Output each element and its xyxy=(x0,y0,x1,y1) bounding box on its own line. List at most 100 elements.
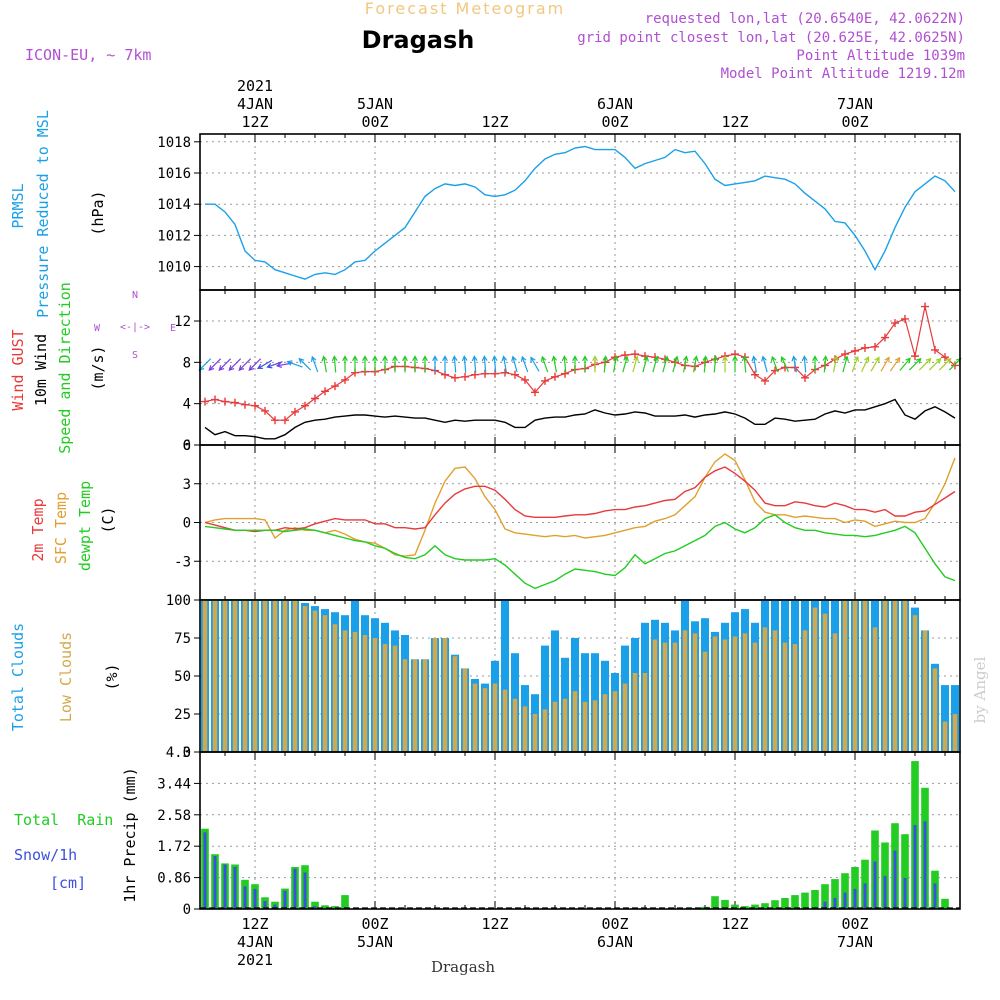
wind-direction-arrow xyxy=(928,357,942,371)
low-clouds-bar xyxy=(262,600,268,752)
chart-supertitle: Forecast Meteogram xyxy=(365,0,565,18)
wind-direction-arrow xyxy=(592,355,598,373)
snow-bar xyxy=(903,878,907,909)
rain-bar xyxy=(801,892,809,909)
y-tick-label: -3 xyxy=(174,554,191,570)
gust-point xyxy=(881,333,889,342)
wind-direction-arrow xyxy=(812,355,818,373)
wind-direction-arrow xyxy=(732,355,738,373)
y-tick-label: 2.58 xyxy=(157,808,191,824)
gust-point xyxy=(901,314,909,323)
wind-direction-arrow xyxy=(632,355,639,373)
wind-direction-arrow xyxy=(218,358,232,372)
low-clouds-bar xyxy=(512,698,518,752)
gust-point xyxy=(331,382,339,391)
gust-point xyxy=(291,407,299,416)
bottom-time-label: 00Z xyxy=(841,915,868,933)
low-clouds-bar xyxy=(502,689,508,752)
t2m-line xyxy=(204,466,956,533)
low-clouds-bar xyxy=(952,714,958,752)
y-tick-label: 0.86 xyxy=(157,871,191,887)
gust-point xyxy=(631,350,639,359)
gust-point xyxy=(211,395,219,404)
low-clouds-bar xyxy=(222,600,228,752)
wind-direction-arrow xyxy=(501,355,508,373)
snow-bar xyxy=(913,825,917,909)
wind-speed-line xyxy=(204,398,956,440)
y-tick-label: 25 xyxy=(174,707,191,723)
y-tick-label: 1010 xyxy=(157,260,191,276)
snow-bar xyxy=(893,850,897,909)
top-time-label: 00Z xyxy=(361,113,388,131)
gust-point xyxy=(611,353,619,362)
low-clouds-bar xyxy=(792,644,798,752)
gust-point xyxy=(201,397,209,406)
bottom-time-label: 00Z xyxy=(601,915,628,933)
gust-point xyxy=(521,375,529,384)
low-clouds-bar xyxy=(412,659,418,752)
gust-point xyxy=(531,388,539,397)
wind-direction-arrow xyxy=(298,357,312,371)
gust-point xyxy=(851,346,859,355)
low-clouds-bar xyxy=(822,613,828,752)
snow-bar xyxy=(863,883,867,909)
bottom-time-label: 4JAN xyxy=(237,933,273,951)
low-clouds-bar xyxy=(332,624,338,752)
total-clouds-bar xyxy=(551,630,559,752)
wind-direction-arrow xyxy=(198,358,212,372)
low-clouds-bar xyxy=(682,630,688,752)
wind-direction-arrow xyxy=(832,355,839,373)
gust-point xyxy=(231,398,239,407)
wind-label: 10m Wind xyxy=(32,334,50,406)
wind-direction-arrow xyxy=(662,355,669,373)
wind-direction-arrow xyxy=(402,355,408,373)
snow-bar xyxy=(223,864,227,909)
wind-direction-arrow xyxy=(491,355,498,373)
snow-bar xyxy=(253,888,257,909)
rain-bar xyxy=(321,905,329,909)
gust-point xyxy=(761,376,769,385)
y-tick-label: 1016 xyxy=(157,166,191,182)
wind-direction-arrow xyxy=(372,355,378,373)
wind-direction-arrow xyxy=(682,355,689,373)
low-clouds-bar xyxy=(362,635,368,752)
wind-direction-arrow xyxy=(511,355,518,373)
rain-bar xyxy=(341,895,349,909)
low-clouds-bar xyxy=(662,642,668,752)
pressure-ylabel: (hPa) xyxy=(89,190,107,235)
low-clouds-bar xyxy=(422,659,428,752)
gust-line xyxy=(204,306,956,421)
low-clouds-bar xyxy=(492,683,498,752)
snow-unit-label: [cm] xyxy=(50,874,86,892)
low-clouds-bar xyxy=(522,706,528,752)
low-clouds-bar xyxy=(852,600,858,752)
rain-bar xyxy=(821,884,829,909)
gust-point xyxy=(891,319,899,328)
wind-direction-arrow xyxy=(622,355,629,373)
rain-bar xyxy=(711,896,719,909)
wind-direction-arrow xyxy=(761,355,768,373)
gust-point xyxy=(261,406,269,415)
gust-point xyxy=(461,372,469,381)
y-tick-label: 4.3 xyxy=(166,745,191,761)
compass-arrows: <-|-> xyxy=(120,322,150,333)
rain-bar xyxy=(901,834,909,909)
low-clouds-label: Low Clouds xyxy=(57,632,75,722)
wind-direction-arrow xyxy=(801,355,808,373)
gust-point xyxy=(911,352,919,361)
wind-direction-arrow xyxy=(822,355,829,373)
gust-point xyxy=(251,401,259,410)
y-tick-label: 3 xyxy=(183,477,191,493)
requested-coords: requested lon,lat (20.6540E, 42.0622N) xyxy=(645,11,965,27)
low-clouds-bar xyxy=(622,683,628,752)
snow-bar xyxy=(233,867,237,909)
wind-direction-arrow xyxy=(228,358,242,372)
low-clouds-bar xyxy=(902,600,908,752)
snow-bar xyxy=(843,892,847,909)
low-clouds-bar xyxy=(242,600,248,752)
rain-bar xyxy=(941,898,949,909)
snow-bar xyxy=(873,861,877,909)
top-time-label: 12Z xyxy=(481,113,508,131)
credit-watermark: by Angel xyxy=(971,656,989,723)
